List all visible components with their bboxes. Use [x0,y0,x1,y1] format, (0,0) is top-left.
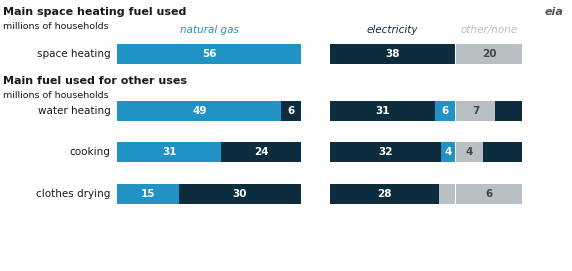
Bar [330,142,441,162]
Bar [330,44,455,64]
Text: eia: eia [545,7,563,17]
Text: 32: 32 [378,147,393,157]
Text: 6: 6 [486,189,493,199]
Bar [330,101,435,121]
Text: 4: 4 [444,147,452,157]
Text: Main space heating fuel used: Main space heating fuel used [3,7,186,17]
Text: millions of households: millions of households [3,91,109,100]
Text: 31: 31 [162,147,176,157]
Text: electricity: electricity [367,25,418,35]
Text: clothes drying: clothes drying [36,189,110,199]
Text: other/none: other/none [460,25,518,35]
Text: 38: 38 [386,49,400,59]
Text: 28: 28 [378,189,392,199]
Bar [221,142,301,162]
Bar [117,184,178,204]
Text: 30: 30 [233,189,247,199]
Bar [435,101,455,121]
Text: natural gas: natural gas [180,25,239,35]
Text: water heating: water heating [38,106,110,116]
Text: 24: 24 [254,147,269,157]
Bar [281,101,301,121]
Text: space heating: space heating [37,49,110,59]
Bar [495,101,522,121]
Text: 49: 49 [192,106,206,116]
Bar [456,142,483,162]
Bar [330,184,439,204]
Text: 6: 6 [288,106,295,116]
Bar [117,101,281,121]
Bar [456,184,522,204]
Bar [439,184,455,204]
Bar [441,142,455,162]
Text: 7: 7 [472,106,479,116]
Text: 4: 4 [466,147,473,157]
Text: 6: 6 [441,106,448,116]
Text: 31: 31 [375,106,390,116]
Bar [456,44,522,64]
Text: millions of households: millions of households [3,22,109,31]
Text: 20: 20 [482,49,496,59]
Bar [483,142,522,162]
Text: 56: 56 [202,49,217,59]
Bar [117,142,221,162]
Bar [178,184,301,204]
Bar [117,44,301,64]
Text: cooking: cooking [70,147,110,157]
Text: 15: 15 [141,189,155,199]
Text: Main fuel used for other uses: Main fuel used for other uses [3,76,187,86]
Bar [456,101,495,121]
